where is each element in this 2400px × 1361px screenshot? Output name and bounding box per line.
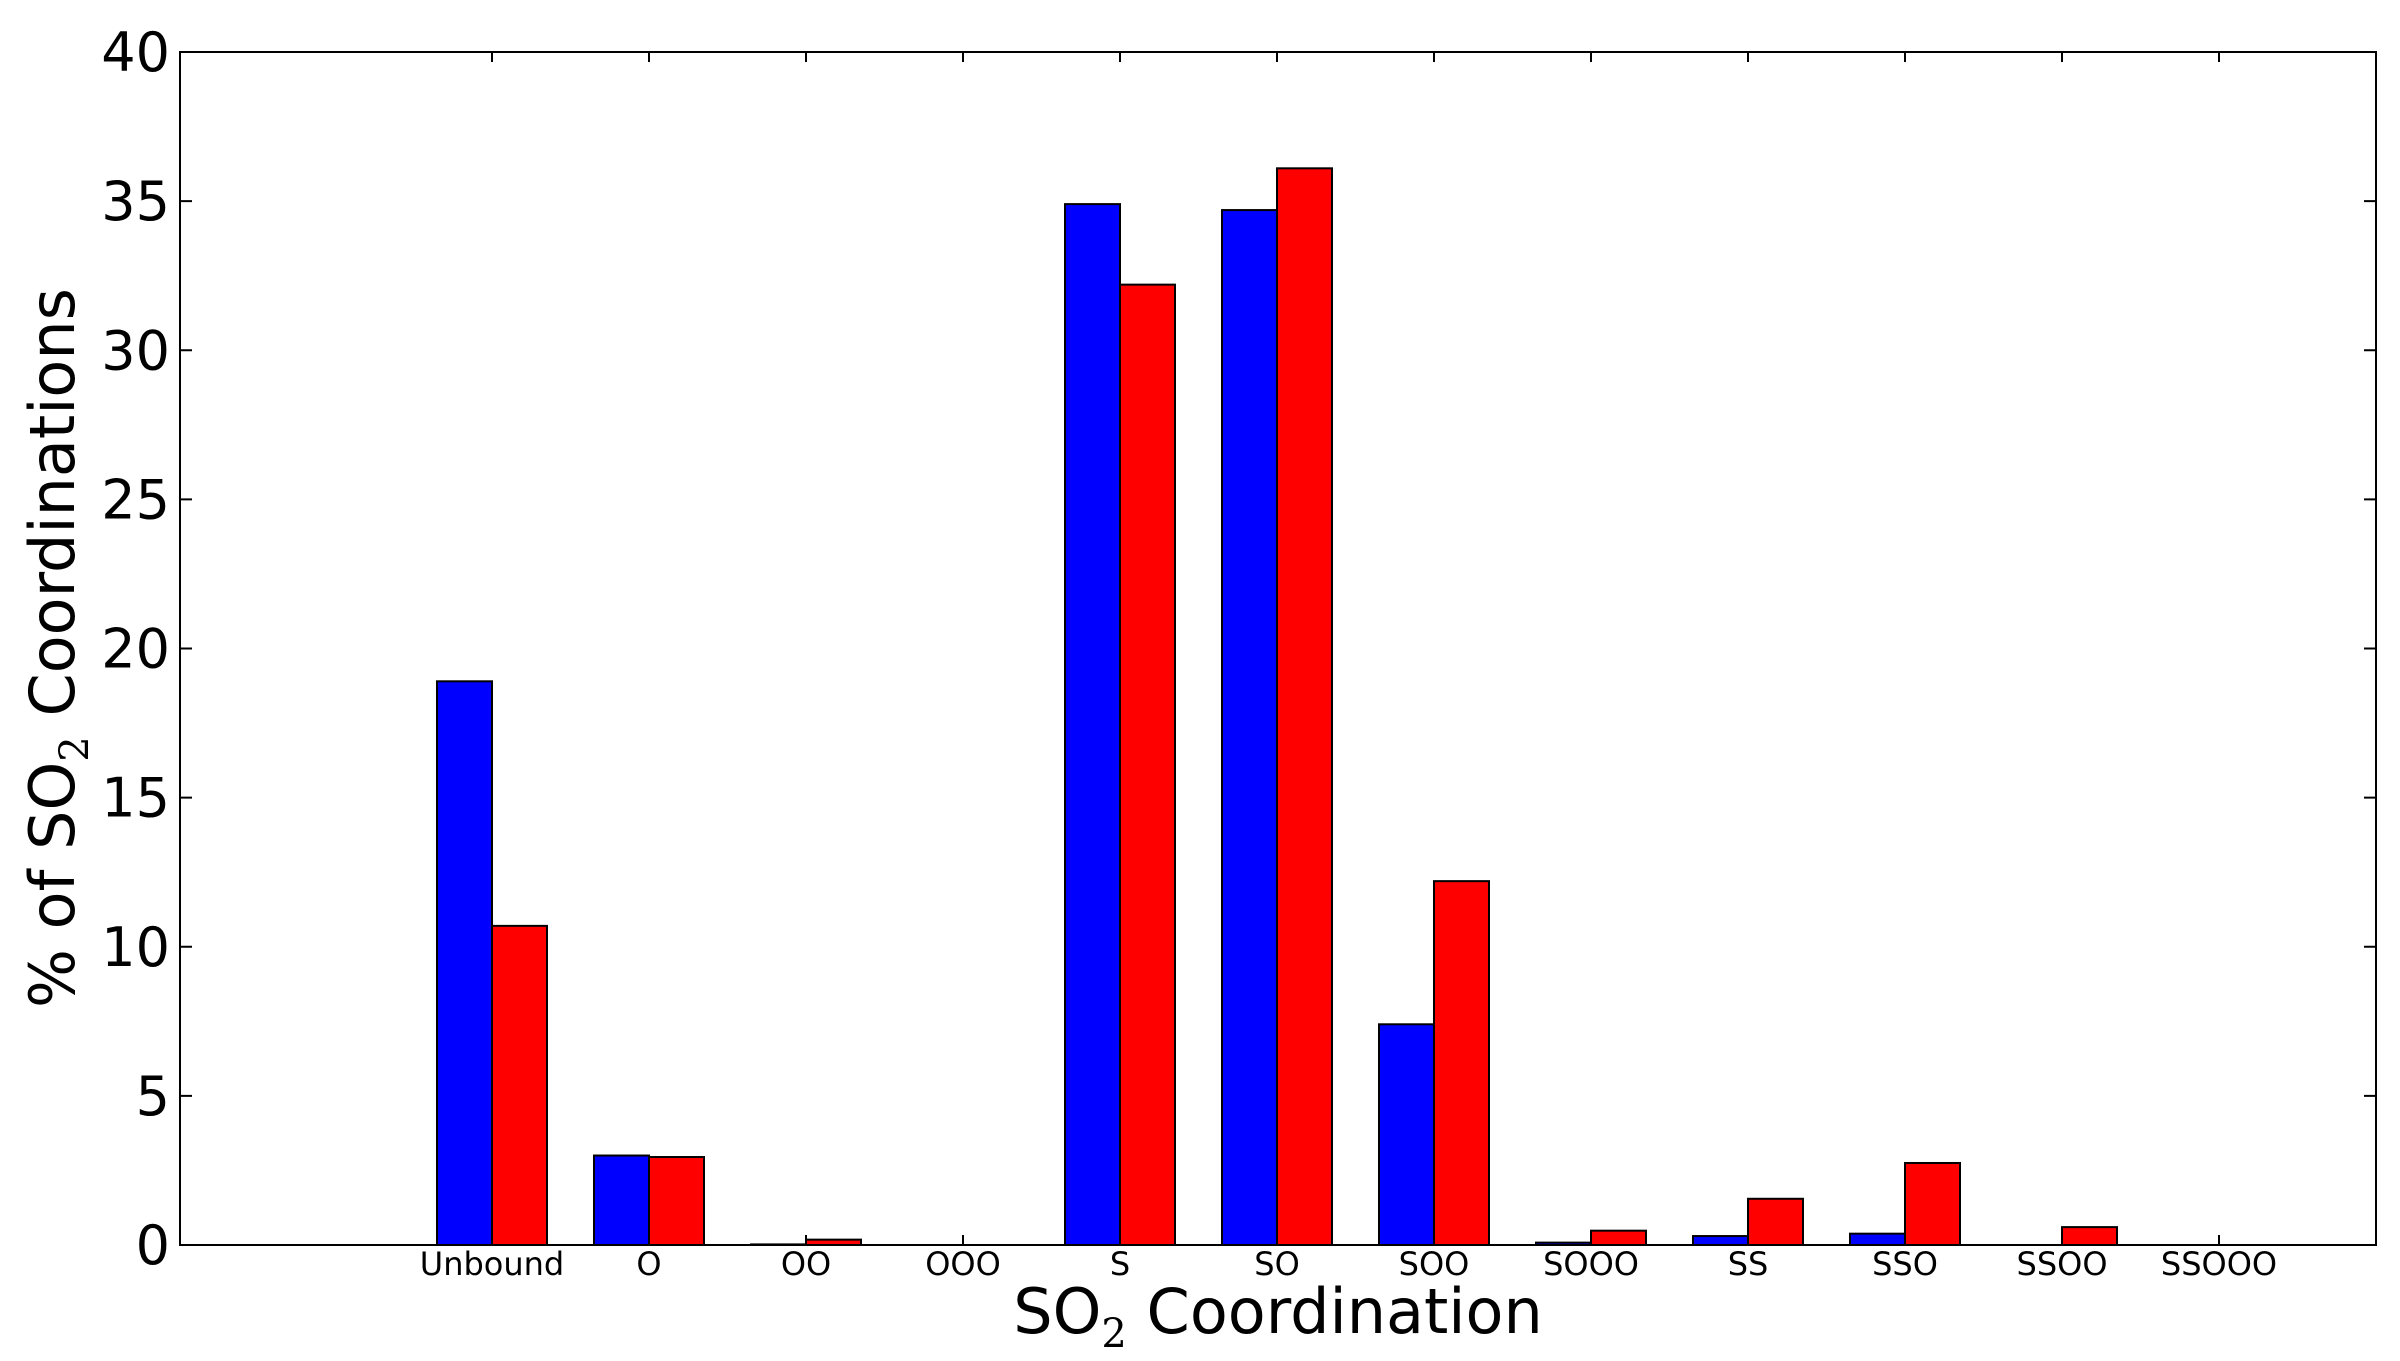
bar-soo-series-1 (1378, 1023, 1435, 1247)
x-tick-label: Unbound (420, 1245, 564, 1283)
bar-sso-series-1 (1849, 1232, 1906, 1247)
x-tick-label: SO (1254, 1245, 1300, 1283)
bar-unbound-series-2 (491, 924, 548, 1246)
x-tick-label: O (636, 1245, 661, 1283)
x-axis-label: SO2 Coordination (1013, 1275, 1543, 1357)
bars-group (436, 167, 2118, 1247)
plot-frame (179, 51, 2377, 1246)
x-tick-label: S (1110, 1245, 1130, 1283)
y-axis-label: % of SO2 Coordinations (16, 288, 98, 1008)
bar-o-series-1 (593, 1154, 650, 1247)
bar-soo-series-2 (1433, 880, 1490, 1246)
bar-ssoo-series-2 (2061, 1226, 2118, 1246)
bar-s-series-2 (1119, 283, 1176, 1246)
x-tick-label: SS (1728, 1245, 1769, 1283)
x-tick-label: OOO (925, 1245, 1001, 1283)
bar-ss-series-2 (1747, 1197, 1804, 1246)
y-tick-label: 35 (101, 170, 170, 233)
y-tick-label: 5 (136, 1065, 170, 1128)
bar-so-series-2 (1276, 167, 1333, 1246)
bar-o-series-2 (648, 1156, 705, 1246)
y-tick-label: 20 (101, 618, 170, 681)
y-tick-label: 10 (101, 916, 170, 979)
y-tick-label: 40 (101, 21, 170, 84)
x-tick-label: SOOO (1543, 1245, 1639, 1283)
bar-sooo-series-2 (1590, 1229, 1647, 1246)
bar-s-series-1 (1064, 203, 1121, 1246)
bar-ss-series-1 (1692, 1235, 1749, 1246)
y-tick-label: 25 (101, 468, 170, 531)
x-tick-label: SSOO (2017, 1245, 2108, 1283)
x-tick-label: OO (781, 1245, 831, 1283)
x-tick-label: SOO (1399, 1245, 1470, 1283)
y-tick-label: 30 (101, 319, 170, 382)
y-ticks-group: 0 5 10 15 20 25 30 35 40 (101, 21, 2376, 1277)
bar-unbound-series-1 (436, 680, 493, 1246)
x-tick-label: SSO (1872, 1245, 1938, 1283)
y-tick-label: 15 (101, 767, 170, 830)
bar-so-series-1 (1221, 209, 1278, 1246)
x-ticks-group: Unbound O OO OOO S SO SOO SOOO SS SSO SSOO SSOOO (420, 52, 2277, 1283)
bar-sso-series-2 (1904, 1161, 1961, 1246)
y-tick-label: 0 (136, 1214, 170, 1277)
x-tick-label: SSOOO (2161, 1245, 2277, 1283)
